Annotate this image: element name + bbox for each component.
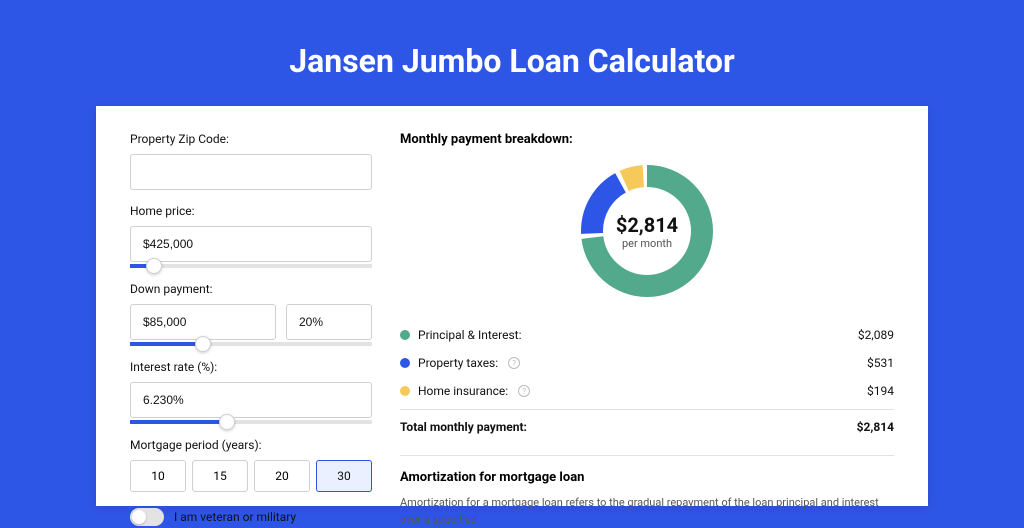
legend-value: $2,089 <box>858 328 894 342</box>
interest-rate-label: Interest rate (%): <box>130 360 372 374</box>
legend-label: Property taxes: <box>418 356 498 370</box>
period-option-10[interactable]: 10 <box>130 460 186 492</box>
donut-wrap: $2,814 per month <box>400 157 894 315</box>
veteran-label: I am veteran or military <box>174 510 296 524</box>
amortization-block: Amortization for mortgage loan Amortizat… <box>400 455 894 528</box>
interest-rate-input[interactable] <box>130 382 372 418</box>
breakdown-title: Monthly payment breakdown: <box>400 132 894 147</box>
down-payment-label: Down payment: <box>130 282 372 296</box>
calculator-card: Property Zip Code: Home price: Down paym… <box>96 106 928 506</box>
slider-thumb[interactable] <box>146 258 162 274</box>
veteran-toggle-row: I am veteran or military <box>130 508 372 526</box>
total-row: Total monthly payment: $2,814 <box>400 409 894 441</box>
legend-dot <box>400 330 410 340</box>
legend: Principal & Interest: $2,089 Property taxe… <box>400 321 894 405</box>
legend-dot <box>400 358 410 368</box>
zip-field: Property Zip Code: <box>130 132 372 190</box>
donut-subtext: per month <box>622 237 672 250</box>
mortgage-period-field: Mortgage period (years): 10152030 <box>130 438 372 492</box>
down-payment-input[interactable] <box>130 304 276 340</box>
home-price-label: Home price: <box>130 204 372 218</box>
zip-label: Property Zip Code: <box>130 132 372 146</box>
donut-amount: $2,814 <box>616 213 678 237</box>
down-payment-pct-input[interactable] <box>286 304 372 340</box>
results-column: Monthly payment breakdown: $2,814 per mo… <box>400 132 894 506</box>
info-icon[interactable]: ? <box>508 357 520 369</box>
info-icon[interactable]: ? <box>518 385 530 397</box>
home-price-field: Home price: <box>130 204 372 268</box>
veteran-toggle[interactable] <box>130 508 164 526</box>
home-price-slider[interactable] <box>130 264 372 268</box>
legend-dot <box>400 386 410 396</box>
interest-rate-field: Interest rate (%): <box>130 360 372 424</box>
zip-input[interactable] <box>130 154 372 190</box>
slider-thumb[interactable] <box>195 336 211 352</box>
mortgage-period-label: Mortgage period (years): <box>130 438 372 452</box>
total-label: Total monthly payment: <box>400 420 527 434</box>
legend-row-property_taxes: Property taxes:? $531 <box>400 349 894 377</box>
donut-chart: $2,814 per month <box>577 161 717 301</box>
legend-label: Principal & Interest: <box>418 328 522 342</box>
legend-value: $531 <box>867 356 894 370</box>
legend-row-home_insurance: Home insurance:? $194 <box>400 377 894 405</box>
period-option-20[interactable]: 20 <box>254 460 310 492</box>
legend-row-principal_interest: Principal & Interest: $2,089 <box>400 321 894 349</box>
down-payment-slider[interactable] <box>130 342 372 346</box>
down-payment-field: Down payment: <box>130 282 372 346</box>
amortization-title: Amortization for mortgage loan <box>400 470 894 485</box>
legend-label: Home insurance: <box>418 384 508 398</box>
total-value: $2,814 <box>857 420 894 434</box>
home-price-input[interactable] <box>130 226 372 262</box>
legend-value: $194 <box>867 384 894 398</box>
page-title: Jansen Jumbo Loan Calculator <box>0 0 1024 106</box>
form-column: Property Zip Code: Home price: Down paym… <box>130 132 372 506</box>
donut-center: $2,814 per month <box>577 161 717 301</box>
period-option-15[interactable]: 15 <box>192 460 248 492</box>
slider-thumb[interactable] <box>219 414 235 430</box>
interest-rate-slider[interactable] <box>130 420 372 424</box>
period-option-30[interactable]: 30 <box>316 460 372 492</box>
